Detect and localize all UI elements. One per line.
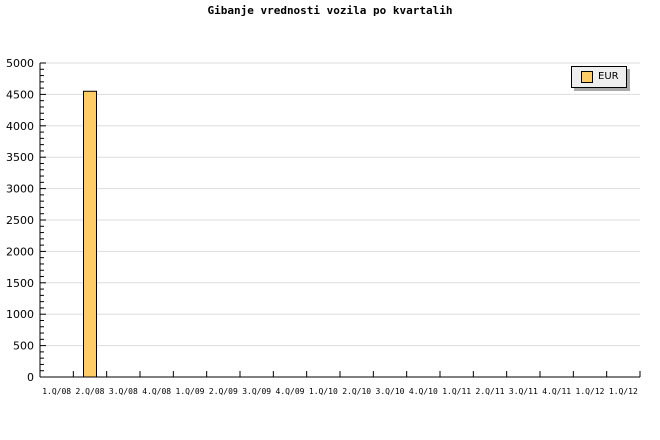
- y-tick-label: 0: [27, 371, 34, 384]
- y-tick-label: 1500: [6, 277, 34, 290]
- y-tick-label: 500: [13, 340, 34, 353]
- x-tick-label: 2.Q/09: [209, 387, 238, 396]
- bar: [83, 90, 97, 378]
- x-tick-label: 1.Q/08: [42, 387, 71, 396]
- x-tick-label: 1.Q/12: [576, 387, 605, 396]
- y-tick-label: 1000: [6, 308, 34, 321]
- chart-title: Gibanje vrednosti vozila po kvartalih: [207, 4, 453, 17]
- legend: EUR: [571, 66, 627, 88]
- x-tick-label: 2.Q/11: [476, 387, 505, 396]
- y-tick-label: 2500: [6, 214, 34, 227]
- x-tick-label: 3.Q/08: [109, 387, 138, 396]
- x-tick-label: 3.Q/09: [242, 387, 271, 396]
- x-tick-label: 4.Q/10: [409, 387, 438, 396]
- x-tick-label: 2.Q/08: [76, 387, 105, 396]
- y-tick-label: 3000: [6, 183, 34, 196]
- x-tick-label: 1.Q/10: [309, 387, 338, 396]
- legend-swatch: [581, 71, 593, 83]
- x-tick-label: 4.Q/11: [542, 387, 571, 396]
- x-tick-label: 2.Q/10: [342, 387, 371, 396]
- y-tick-label: 3500: [6, 151, 34, 164]
- x-tick-label: 1.Q/11: [442, 387, 471, 396]
- x-tick-label: 1.Q/12: [609, 387, 638, 396]
- y-tick-label: 2000: [6, 245, 34, 258]
- y-tick-label: 5000: [6, 57, 34, 70]
- x-tick-label: 3.Q/11: [509, 387, 538, 396]
- x-tick-label: 1.Q/09: [176, 387, 205, 396]
- y-tick-label: 4000: [6, 120, 34, 133]
- x-tick-label: 4.Q/08: [142, 387, 171, 396]
- x-tick-label: 3.Q/10: [376, 387, 405, 396]
- x-tick-label: 4.Q/09: [276, 387, 305, 396]
- y-tick-label: 4500: [6, 88, 34, 101]
- legend-label: EUR: [598, 71, 619, 82]
